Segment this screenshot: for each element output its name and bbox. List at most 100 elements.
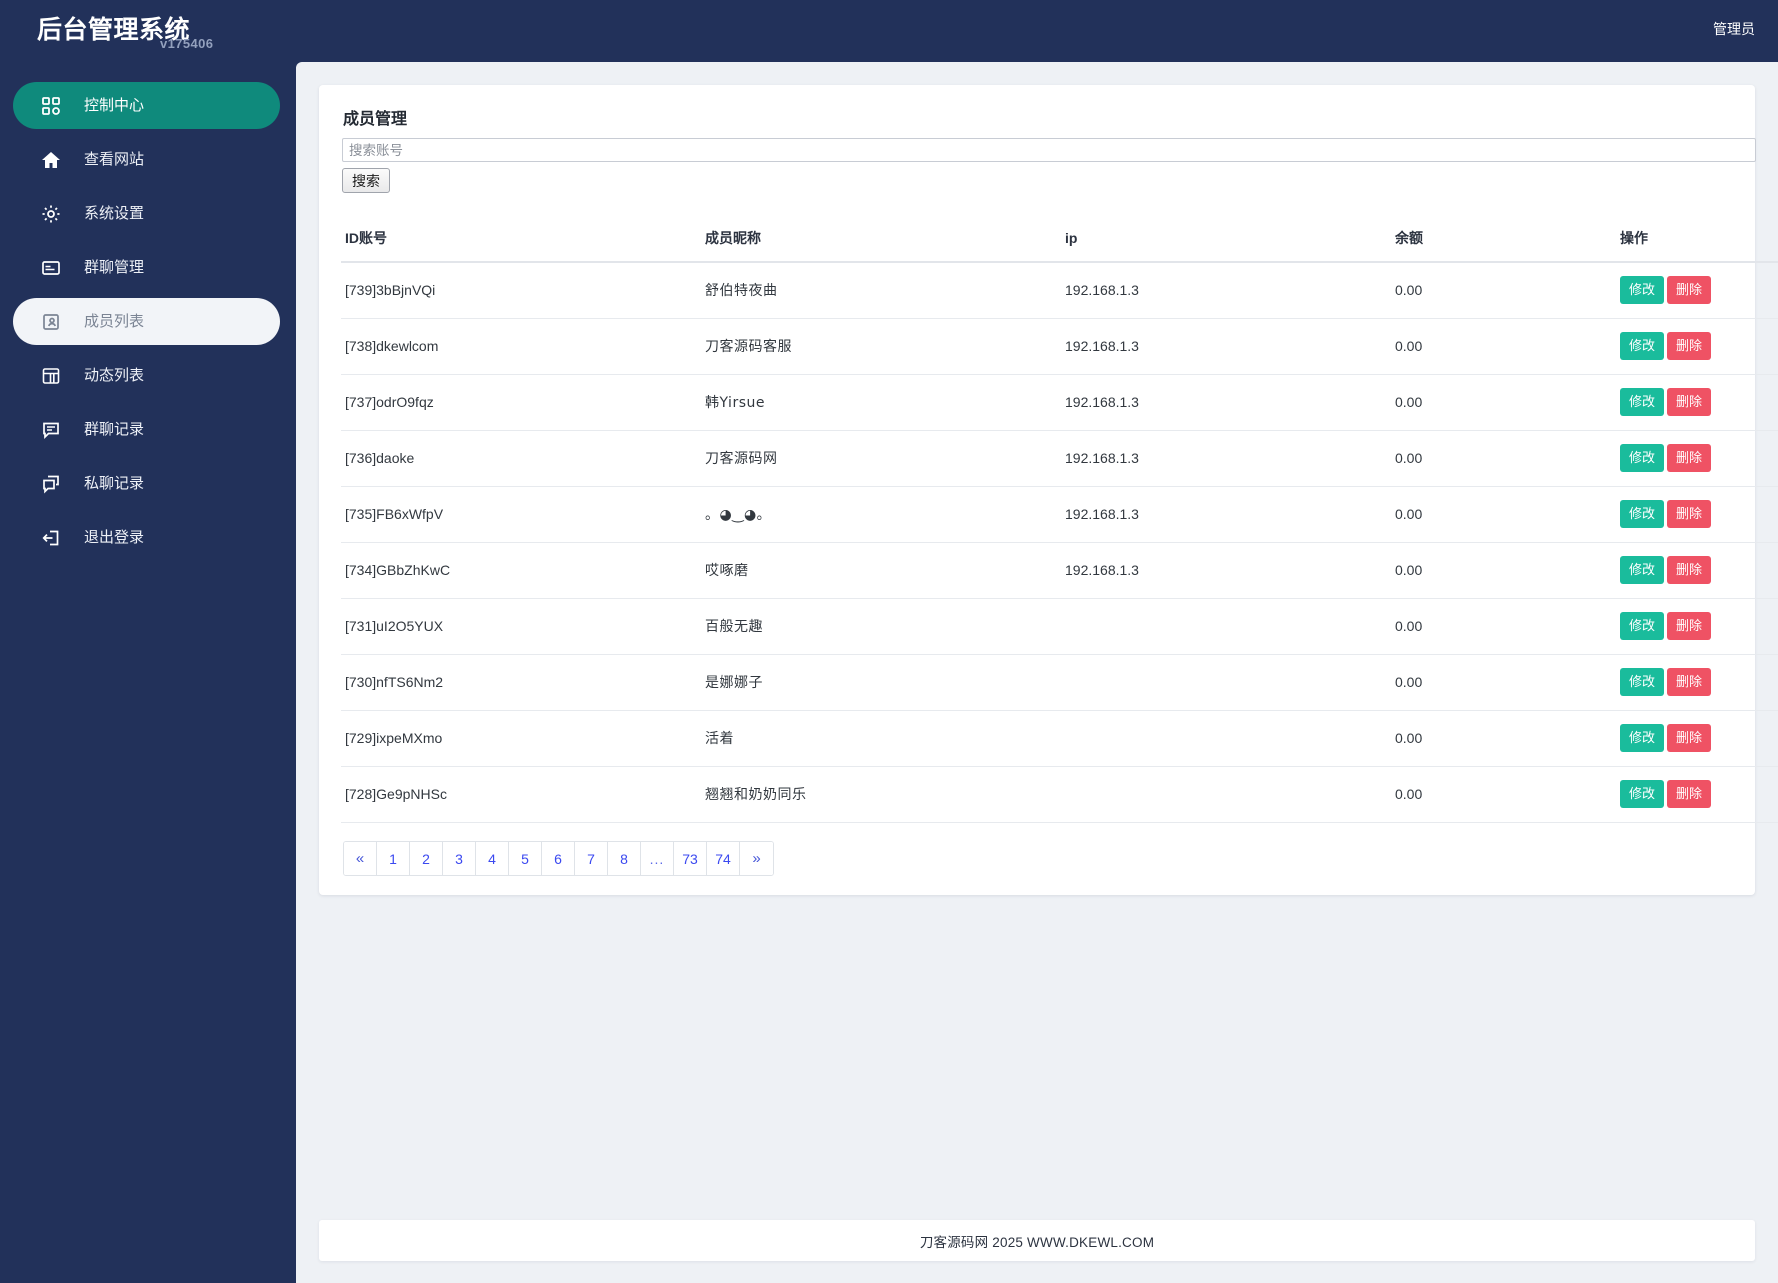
cell-nickname: 百般无趣 bbox=[701, 598, 1061, 655]
edit-button[interactable]: 修改 bbox=[1620, 556, 1665, 584]
search-button[interactable]: 搜索 bbox=[342, 168, 390, 193]
cell-balance: 0.00 bbox=[1391, 430, 1616, 487]
delete-button[interactable]: 删除 bbox=[1667, 724, 1712, 752]
cell-id: [739]3bBjnVQi bbox=[341, 262, 701, 319]
sidebar-item-label: 控制中心 bbox=[84, 97, 145, 114]
delete-button[interactable]: 删除 bbox=[1667, 612, 1712, 640]
cell-id: [728]Ge9pNHSc bbox=[341, 766, 701, 823]
table-header-row: ID账号 成员昵称 ip 余额 操作 bbox=[341, 218, 1778, 263]
pagination-wrap: «1 2 3 4 5 6 7 8... 73 74» bbox=[341, 823, 1733, 895]
cell-id: [736]daoke bbox=[341, 430, 701, 487]
sidebar-item-member-list[interactable]: 成员列表 bbox=[13, 298, 280, 345]
sidebar: 控制中心 查看网站 系统设置 bbox=[0, 62, 296, 1283]
pagination-next[interactable]: » bbox=[740, 842, 773, 875]
sidebar-item-label: 系统设置 bbox=[84, 205, 145, 222]
sidebar-item-label: 动态列表 bbox=[84, 367, 145, 384]
table-row: [739]3bBjnVQi 舒伯特夜曲 192.168.1.3 0.00 修改 删除 bbox=[341, 262, 1778, 319]
current-user-label[interactable]: 管理员 bbox=[1713, 21, 1755, 37]
pagination-page-3[interactable]: 3 bbox=[443, 842, 476, 875]
delete-button[interactable]: 删除 bbox=[1667, 780, 1712, 808]
cell-balance: 0.00 bbox=[1391, 766, 1616, 823]
sidebar-item-group-chat-log[interactable]: 群聊记录 bbox=[13, 406, 280, 453]
cell-balance: 0.00 bbox=[1391, 374, 1616, 431]
delete-button[interactable]: 删除 bbox=[1667, 444, 1712, 472]
pagination-page-1[interactable]: 1 bbox=[377, 842, 410, 875]
edit-button[interactable]: 修改 bbox=[1620, 332, 1665, 360]
edit-button[interactable]: 修改 bbox=[1620, 276, 1665, 304]
edit-button[interactable]: 修改 bbox=[1620, 500, 1665, 528]
footer: 刀客源码网 2025 WWW.DKEWL.COM bbox=[319, 1220, 1755, 1261]
delete-button[interactable]: 删除 bbox=[1667, 388, 1712, 416]
edit-button[interactable]: 修改 bbox=[1620, 444, 1665, 472]
cell-ip: 192.168.1.3 bbox=[1061, 374, 1391, 431]
delete-button[interactable]: 删除 bbox=[1667, 556, 1712, 584]
delete-button[interactable]: 删除 bbox=[1667, 668, 1712, 696]
cell-nickname: 是娜娜子 bbox=[701, 654, 1061, 711]
sidebar-item-activity-list[interactable]: 动态列表 bbox=[13, 352, 280, 399]
cell-actions: 修改 删除 bbox=[1616, 430, 1778, 487]
cell-ip bbox=[1061, 710, 1391, 767]
cell-ip bbox=[1061, 654, 1391, 711]
chat-bubbles-icon bbox=[40, 473, 62, 495]
cell-nickname: 刀客源码网 bbox=[701, 430, 1061, 487]
table-head: ID账号 成员昵称 ip 余额 操作 bbox=[341, 218, 1778, 263]
cell-nickname: 翘翘和奶奶同乐 bbox=[701, 766, 1061, 823]
cell-id: [737]odrO9fqz bbox=[341, 374, 701, 431]
column-header-actions: 操作 bbox=[1616, 218, 1778, 263]
delete-button[interactable]: 删除 bbox=[1667, 332, 1712, 360]
pagination-page-2[interactable]: 2 bbox=[410, 842, 443, 875]
table-row: [728]Ge9pNHSc 翘翘和奶奶同乐 0.00 修改 删除 bbox=[341, 766, 1778, 823]
column-header-ip: ip bbox=[1061, 218, 1391, 263]
cell-actions: 修改 删除 bbox=[1616, 654, 1778, 711]
pagination-page-4[interactable]: 4 bbox=[476, 842, 509, 875]
home-icon bbox=[40, 149, 62, 171]
delete-button[interactable]: 删除 bbox=[1667, 500, 1712, 528]
members-table: ID账号 成员昵称 ip 余额 操作 [739]3bBjnVQi 舒伯特夜曲 192… bbox=[341, 218, 1778, 823]
cell-actions: 修改 删除 bbox=[1616, 542, 1778, 599]
edit-button[interactable]: 修改 bbox=[1620, 612, 1665, 640]
cell-nickname: 刀客源码客服 bbox=[701, 318, 1061, 375]
pagination: «1 2 3 4 5 6 7 8... 73 74» bbox=[343, 841, 774, 876]
sidebar-item-label: 成员列表 bbox=[84, 313, 145, 330]
cell-id: [730]nfTS6Nm2 bbox=[341, 654, 701, 711]
pagination-page-8[interactable]: 8 bbox=[608, 842, 641, 875]
footer-text: 刀客源码网 2025 WWW.DKEWL.COM bbox=[919, 1234, 1155, 1250]
sidebar-item-label: 私聊记录 bbox=[84, 475, 145, 492]
sidebar-item-view-site[interactable]: 查看网站 bbox=[13, 136, 280, 183]
sidebar-item-private-chat-log[interactable]: 私聊记录 bbox=[13, 460, 280, 507]
sidebar-item-label: 查看网站 bbox=[84, 151, 145, 168]
member-management-card: 成员管理 搜索 ID账号 成员昵称 ip 余额 操作 [739]3bBjnVQi bbox=[319, 85, 1778, 895]
edit-button[interactable]: 修改 bbox=[1620, 668, 1665, 696]
pagination-page-74[interactable]: 74 bbox=[707, 842, 740, 875]
sidebar-item-logout[interactable]: 退出登录 bbox=[13, 514, 280, 561]
grid-icon bbox=[40, 95, 62, 117]
chat-lines-icon bbox=[40, 419, 62, 441]
logout-icon bbox=[40, 527, 62, 549]
table-row: [730]nfTS6Nm2 是娜娜子 0.00 修改 删除 bbox=[341, 654, 1778, 711]
cell-nickname: 活着 bbox=[701, 710, 1061, 767]
sidebar-item-label: 退出登录 bbox=[84, 529, 145, 546]
sidebar-item-group-management[interactable]: 群聊管理 bbox=[13, 244, 280, 291]
pagination-prev[interactable]: « bbox=[344, 842, 377, 875]
cell-nickname: 哎啄磨 bbox=[701, 542, 1061, 599]
delete-button[interactable]: 删除 bbox=[1667, 276, 1712, 304]
cell-balance: 0.00 bbox=[1391, 486, 1616, 543]
table-row: [729]ixpeMXmo 活着 0.00 修改 删除 bbox=[341, 710, 1778, 767]
pagination-page-5[interactable]: 5 bbox=[509, 842, 542, 875]
brand-title: 后台管理系统 bbox=[37, 16, 191, 44]
card-list-icon bbox=[40, 257, 62, 279]
contact-card-icon bbox=[40, 311, 62, 333]
edit-button[interactable]: 修改 bbox=[1620, 388, 1665, 416]
sidebar-item-control-center[interactable]: 控制中心 bbox=[13, 82, 280, 129]
cell-balance: 0.00 bbox=[1391, 262, 1616, 319]
pagination-page-73[interactable]: 73 bbox=[674, 842, 707, 875]
search-input[interactable] bbox=[342, 138, 1756, 162]
edit-button[interactable]: 修改 bbox=[1620, 780, 1665, 808]
cell-balance: 0.00 bbox=[1391, 318, 1616, 375]
edit-button[interactable]: 修改 bbox=[1620, 724, 1665, 752]
sidebar-item-system-settings[interactable]: 系统设置 bbox=[13, 190, 280, 237]
pagination-page-6[interactable]: 6 bbox=[542, 842, 575, 875]
pagination-page-7[interactable]: 7 bbox=[575, 842, 608, 875]
cell-ip bbox=[1061, 766, 1391, 823]
